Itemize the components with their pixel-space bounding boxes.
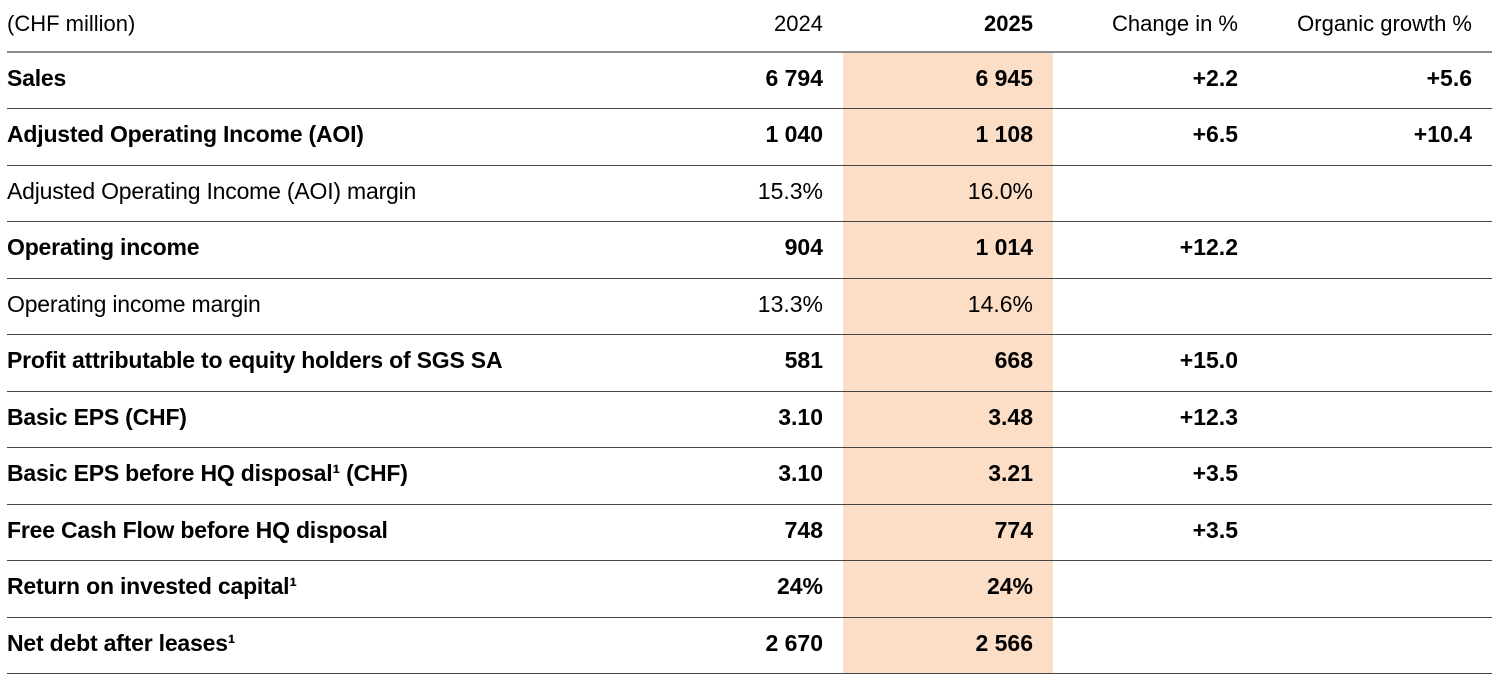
table-row-aoi-margin: Adjusted Operating Income (AOI) margin 1…: [7, 165, 1492, 222]
value-organic: +10.4: [1413, 121, 1472, 147]
value-change: +3.5: [1192, 516, 1238, 543]
value-2025: 774: [843, 504, 1053, 561]
value-2025: 2 566: [843, 617, 1053, 674]
row-label: Adjusted Operating Income (AOI): [7, 121, 364, 147]
value-change: [1053, 165, 1258, 222]
value-organic: +5.6: [1426, 65, 1472, 91]
table-row-sales: Sales 6 794 6 945 +2.2 +5.6: [7, 52, 1492, 109]
table-row-profit-attributable: Profit attributable to equity holders of…: [7, 334, 1492, 392]
value-2024: 2 670: [765, 629, 823, 656]
value-change: [1053, 561, 1258, 618]
value-2024: 24%: [776, 573, 823, 599]
key-figures-table: (CHF million) 2024 2025 Change in % Orga…: [7, 0, 1492, 674]
value-2025: 24%: [843, 560, 1053, 617]
value-organic: [1258, 617, 1492, 674]
column-header-organic-growth: Organic growth %: [1297, 11, 1472, 36]
table-row-basic-eps: Basic EPS (CHF) 3.10 3.48 +12.3: [7, 391, 1492, 448]
value-2024: 15.3%: [757, 177, 823, 204]
header-row: (CHF million) 2024 2025 Change in % Orga…: [7, 0, 1492, 52]
value-2024: 748: [784, 516, 823, 543]
value-organic: [1258, 561, 1492, 618]
row-label: Operating income margin: [7, 290, 261, 317]
value-change: +12.3: [1179, 403, 1238, 430]
unit-label: (CHF million): [7, 11, 136, 36]
value-2025: 3.48: [843, 391, 1053, 448]
column-header-2024: 2024: [774, 11, 823, 36]
value-organic: [1258, 278, 1492, 335]
row-label: Free Cash Flow before HQ disposal: [7, 516, 388, 543]
row-label: Basic EPS before HQ disposal¹ (CHF): [7, 460, 408, 486]
value-2025: 16.0%: [843, 165, 1053, 222]
value-2024: 581: [784, 347, 823, 373]
table-body: Sales 6 794 6 945 +2.2 +5.6 Adjusted Ope…: [7, 52, 1492, 674]
value-organic: [1258, 448, 1492, 505]
table-row-return-on-invested-capital: Return on invested capital¹ 24% 24%: [7, 560, 1492, 618]
value-change: +12.2: [1179, 234, 1238, 260]
value-2024: 904: [784, 234, 823, 260]
row-label: Operating income: [7, 234, 200, 260]
table-row-free-cash-flow: Free Cash Flow before HQ disposal 748 77…: [7, 504, 1492, 561]
row-label: Basic EPS (CHF): [7, 403, 187, 430]
value-change: +2.2: [1192, 65, 1238, 91]
column-header-change: Change in %: [1112, 11, 1238, 36]
value-2024: 3.10: [778, 460, 823, 486]
value-2025: 14.6%: [843, 278, 1053, 335]
table-row-adjusted-operating-income: Adjusted Operating Income (AOI) 1 040 1 …: [7, 108, 1492, 165]
value-change: [1053, 278, 1258, 335]
value-2025: 3.21: [843, 447, 1053, 504]
row-label: Adjusted Operating Income (AOI) margin: [7, 177, 417, 204]
table-header: (CHF million) 2024 2025 Change in % Orga…: [7, 0, 1492, 52]
table-row-basic-eps-before-hq-disposal: Basic EPS before HQ disposal¹ (CHF) 3.10…: [7, 447, 1492, 505]
value-organic: [1258, 165, 1492, 222]
value-2024: 1 040: [765, 121, 823, 147]
value-change: +6.5: [1192, 121, 1238, 147]
value-2025: 1 014: [843, 221, 1053, 278]
row-label: Net debt after leases¹: [7, 629, 236, 656]
table-row-operating-income: Operating income 904 1 014 +12.2: [7, 221, 1492, 279]
value-change: +15.0: [1179, 347, 1238, 373]
value-organic: [1258, 335, 1492, 392]
row-label: Return on invested capital¹: [7, 573, 297, 599]
value-change: [1053, 617, 1258, 674]
value-change: +3.5: [1192, 460, 1238, 486]
value-2025: 1 108: [843, 108, 1053, 165]
value-2024: 3.10: [778, 403, 823, 430]
value-2025: 668: [843, 334, 1053, 391]
table-row-operating-income-margin: Operating income margin 13.3% 14.6%: [7, 278, 1492, 335]
value-organic: [1258, 222, 1492, 279]
row-label: Profit attributable to equity holders of…: [7, 347, 503, 373]
column-header-2025: 2025: [984, 11, 1033, 36]
value-organic: [1258, 504, 1492, 561]
value-2024: 6 794: [765, 65, 823, 91]
value-2024: 13.3%: [757, 290, 823, 317]
table-row-net-debt-after-leases: Net debt after leases¹ 2 670 2 566: [7, 617, 1492, 674]
value-organic: [1258, 391, 1492, 448]
value-2025: 6 945: [843, 52, 1053, 109]
row-label: Sales: [7, 65, 67, 91]
